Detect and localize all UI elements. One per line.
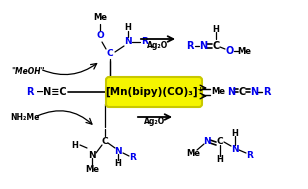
Text: R: R [26,87,34,97]
Text: R: R [142,37,148,46]
Text: N: N [114,146,122,156]
Text: Ag₂O: Ag₂O [144,118,166,126]
Text: H: H [115,159,121,167]
Text: "MeOH": "MeOH" [11,67,45,75]
Text: H: H [217,154,223,163]
Text: C: C [213,41,220,51]
Text: N: N [199,41,207,51]
Text: Me: Me [211,88,225,97]
Text: N: N [227,87,235,97]
Text: O: O [226,46,234,56]
Text: H: H [71,140,79,149]
Text: H: H [232,129,238,138]
Text: O: O [96,32,104,40]
Text: R: R [263,87,271,97]
Text: −N≡C: −N≡C [36,87,68,97]
Text: R: R [130,153,136,163]
Text: NH₂Me: NH₂Me [10,112,40,122]
Text: Me: Me [93,13,107,22]
Text: N: N [203,136,211,146]
Text: C: C [217,136,223,146]
Text: C: C [102,136,108,146]
Text: H: H [124,23,132,33]
Text: Me: Me [237,46,251,56]
Text: N: N [231,145,239,153]
Text: R: R [247,150,253,160]
Text: Me: Me [85,164,99,174]
Text: C: C [107,50,113,59]
Text: H: H [213,25,219,33]
Text: Me: Me [186,149,200,159]
Text: C: C [238,87,245,97]
Text: R: R [186,41,194,51]
Text: Ag₂O: Ag₂O [147,40,168,50]
Text: N: N [124,37,132,46]
Text: N: N [88,150,96,160]
Text: [Mn(bipy)(CO)₃]⁺: [Mn(bipy)(CO)₃]⁺ [105,87,203,97]
Text: N: N [250,87,258,97]
FancyBboxPatch shape [106,77,202,107]
